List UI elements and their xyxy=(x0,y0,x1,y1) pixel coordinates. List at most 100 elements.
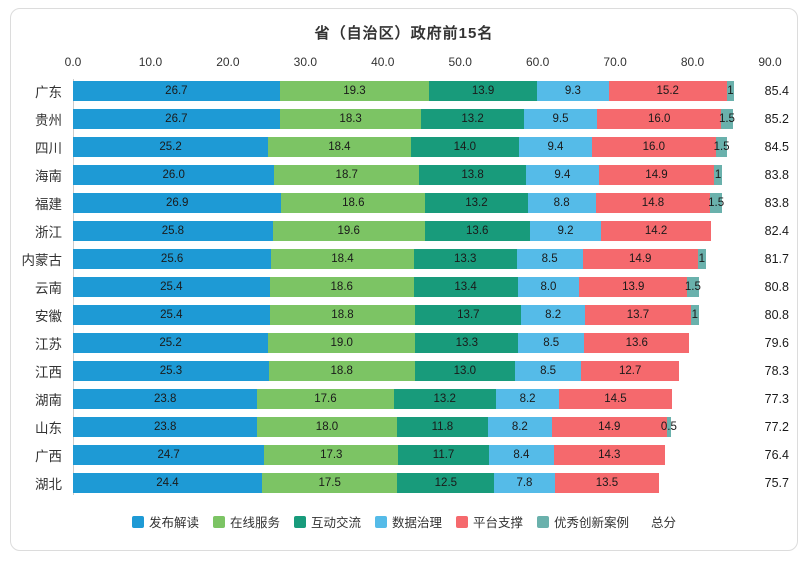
stacked-bar: 23.8 18.0 11.8 8.2 14.9 0.5 xyxy=(73,417,770,437)
bar-segment: 1.5 xyxy=(714,137,730,157)
segment-value-label: 8.4 xyxy=(513,449,530,461)
total-score-label: 80.8 xyxy=(764,280,789,294)
segment-value-label: 19.0 xyxy=(330,337,353,349)
stacked-bar: 26.7 19.3 13.9 9.3 15.2 1 xyxy=(73,81,770,101)
legend-item-label: 平台支撑 xyxy=(473,516,524,530)
chart-row: 内蒙古 25.6 18.4 13.3 8.5 14.9 1 81.7 xyxy=(11,245,797,273)
legend-item-label: 发布解读 xyxy=(148,516,199,530)
legend-item[interactable]: 发布解读 xyxy=(131,512,199,531)
bar-area: 26.9 18.6 13.2 8.8 14.8 1.5 xyxy=(73,189,770,217)
x-axis: 0.0 10.0 20.0 30.0 40.0 50.0 60.0 70.0 80.0 90.0 xyxy=(65,55,782,70)
x-tick-label: 70.0 xyxy=(603,55,627,69)
bar-segment: 17.5 xyxy=(261,473,398,493)
segment-value-label: 18.4 xyxy=(331,253,354,265)
segment-value-label: 14.5 xyxy=(604,393,627,405)
bar-segment: 13.2 xyxy=(425,193,528,213)
bar-area: 25.4 18.8 13.7 8.2 13.7 1 xyxy=(73,301,770,329)
category-label: 贵州 xyxy=(35,113,62,128)
segment-value-label: 25.3 xyxy=(159,365,183,377)
segment-value-label: 14.3 xyxy=(598,449,621,461)
segment-value-label: 13.3 xyxy=(454,253,477,265)
legend-swatch-icon xyxy=(293,515,306,528)
segment-value-label: 1.5 xyxy=(708,197,725,209)
legend-item[interactable]: 平台支撑 xyxy=(456,512,523,531)
bar-segment: 13.8 xyxy=(419,165,527,185)
legend-item[interactable]: 在线服务 xyxy=(212,512,280,531)
segment-value-label: 13.0 xyxy=(453,365,477,377)
bar-segment: 14.3 xyxy=(553,445,665,465)
bar-segment: 13.0 xyxy=(414,361,516,381)
segment-value-label: 1 xyxy=(698,253,705,265)
stacked-bar: 25.3 18.8 13.0 8.5 12.7 xyxy=(73,361,770,381)
chart-row: 云南 25.4 18.6 13.4 8.0 13.9 1.5 80.8 xyxy=(11,273,797,301)
segment-value-label: 13.5 xyxy=(595,477,619,489)
bar-segment: 13.7 xyxy=(415,305,522,325)
segment-value-label: 11.8 xyxy=(431,421,454,433)
segment-value-label: 14.9 xyxy=(598,421,621,433)
segment-value-label: 23.8 xyxy=(153,393,177,405)
chart-row: 贵州 26.7 18.3 13.2 9.5 16.0 1.5 85.2 xyxy=(11,105,797,133)
chart-row: 浙江 25.8 19.6 13.6 9.2 14.2 82.4 xyxy=(11,217,797,245)
x-tick-label: 90.0 xyxy=(758,55,782,69)
segment-value-label: 26.9 xyxy=(165,197,189,209)
bar-segment: 13.2 xyxy=(421,109,524,129)
segment-value-label: 17.6 xyxy=(314,393,337,405)
chart-row: 海南 26.0 18.7 13.8 9.4 14.9 1 83.8 xyxy=(11,161,797,189)
category-label: 湖北 xyxy=(35,477,62,492)
segment-value-label: 8.5 xyxy=(541,253,558,265)
bar-segment: 13.2 xyxy=(393,389,496,409)
bar-segment: 16.0 xyxy=(597,109,722,129)
bar-segment: 13.3 xyxy=(415,333,519,353)
segment-value-label: 18.8 xyxy=(331,309,354,321)
legend-item[interactable]: 互动交流 xyxy=(293,512,361,531)
segment-value-label: 13.7 xyxy=(626,309,650,321)
segment-value-label: 13.6 xyxy=(466,225,489,237)
legend-item-label: 优秀创新案例 xyxy=(554,516,630,530)
bar-segment: 13.9 xyxy=(429,81,537,101)
total-score-label: 85.4 xyxy=(764,84,789,98)
bar-segment: 18.6 xyxy=(269,277,414,297)
total-score-label: 84.5 xyxy=(764,140,789,154)
segment-value-label: 14.2 xyxy=(644,225,668,237)
legend-item-label: 互动交流 xyxy=(310,516,361,530)
chart-row: 广东 26.7 19.3 13.9 9.3 15.2 1 85.4 xyxy=(11,77,797,105)
bar-segment: 14.8 xyxy=(595,193,711,213)
legend-swatch-icon xyxy=(537,515,550,528)
category-label: 海南 xyxy=(35,169,62,184)
segment-value-label: 8.2 xyxy=(511,421,528,433)
segment-value-label: 17.5 xyxy=(318,477,341,489)
segment-value-label: 25.4 xyxy=(160,309,183,321)
segment-value-label: 25.2 xyxy=(159,141,182,153)
legend-item-label: 总分 xyxy=(651,516,677,530)
legend-item[interactable]: 数据治理 xyxy=(374,512,442,531)
bar-area: 23.8 18.0 11.8 8.2 14.9 0.5 xyxy=(73,413,770,441)
x-tick-label: 10.0 xyxy=(138,55,163,69)
bar-area: 24.4 17.5 12.5 7.8 13.5 xyxy=(73,469,770,497)
segment-value-label: 13.3 xyxy=(455,337,478,349)
bar-segment: 18.8 xyxy=(269,305,416,325)
bar-segment: 9.2 xyxy=(529,221,602,241)
legend-item[interactable]: 优秀创新案例 xyxy=(537,512,629,531)
total-score-label: 77.3 xyxy=(764,392,789,406)
bar-segment: 9.4 xyxy=(526,165,599,185)
segment-value-label: 18.0 xyxy=(315,421,339,433)
bar-segment: 8.5 xyxy=(516,249,583,269)
bar-segment: 8.5 xyxy=(515,361,581,381)
bar-segment: 11.8 xyxy=(396,417,489,437)
bar-segment: 1 xyxy=(714,165,722,185)
legend-item-label: 在线服务 xyxy=(229,516,280,530)
stacked-bar: 25.6 18.4 13.3 8.5 14.9 1 xyxy=(73,249,770,269)
x-tick-label: 80.0 xyxy=(680,55,705,69)
segment-value-label: 13.2 xyxy=(433,393,456,405)
bar-segment: 24.4 xyxy=(73,473,262,493)
bar-segment: 23.8 xyxy=(73,389,258,409)
bar-area: 24.7 17.3 11.7 8.4 14.3 xyxy=(73,441,770,469)
bar-segment: 19.0 xyxy=(268,333,416,353)
bar-segment: 18.3 xyxy=(279,109,422,129)
segment-value-label: 13.9 xyxy=(622,281,645,293)
bar-area: 26.0 18.7 13.8 9.4 14.9 1 xyxy=(73,161,770,189)
x-tick-label: 60.0 xyxy=(525,55,550,69)
bar-segment: 25.2 xyxy=(73,137,269,157)
chart-card: 省（自治区）政府前15名 0.0 10.0 20.0 30.0 40.0 50.0 60.0… xyxy=(10,8,798,551)
segment-value-label: 0.5 xyxy=(660,421,677,433)
